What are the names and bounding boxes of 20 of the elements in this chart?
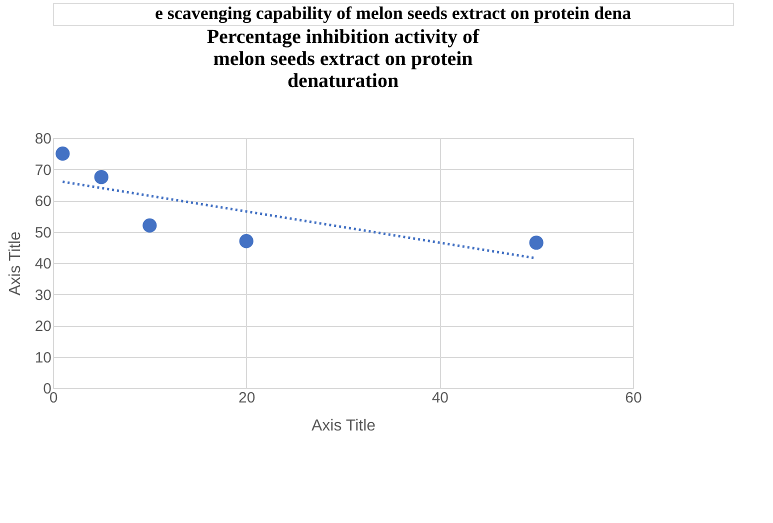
y-tick-label: 30 (34, 286, 52, 304)
point (529, 236, 544, 250)
y-tick-label: 70 (34, 162, 52, 179)
y-tick-label: 10 (34, 349, 52, 366)
point (94, 170, 108, 184)
y-tick-label: 20 (34, 318, 52, 335)
chart-title: Percentage inhibition activity of melon seeds extract on protein denaturation (206, 26, 480, 92)
point (142, 218, 157, 233)
x-tick-label: 40 (432, 390, 449, 406)
point (56, 146, 70, 161)
y-tick-label: 80 (34, 130, 52, 148)
point (239, 234, 254, 248)
x-axis-title: Axis Title (311, 418, 376, 434)
x-tick-label: 20 (238, 390, 256, 406)
y-tick-label: 50 (34, 224, 52, 242)
y-tick-label: 40 (34, 256, 52, 272)
text: e scavenging capability of melon seeds extract on protein dena (154, 3, 632, 23)
y-axis-title: Axis Title (6, 231, 24, 296)
y-tick-label: 60 (34, 193, 52, 210)
x-tick-label: 60 (625, 390, 642, 406)
